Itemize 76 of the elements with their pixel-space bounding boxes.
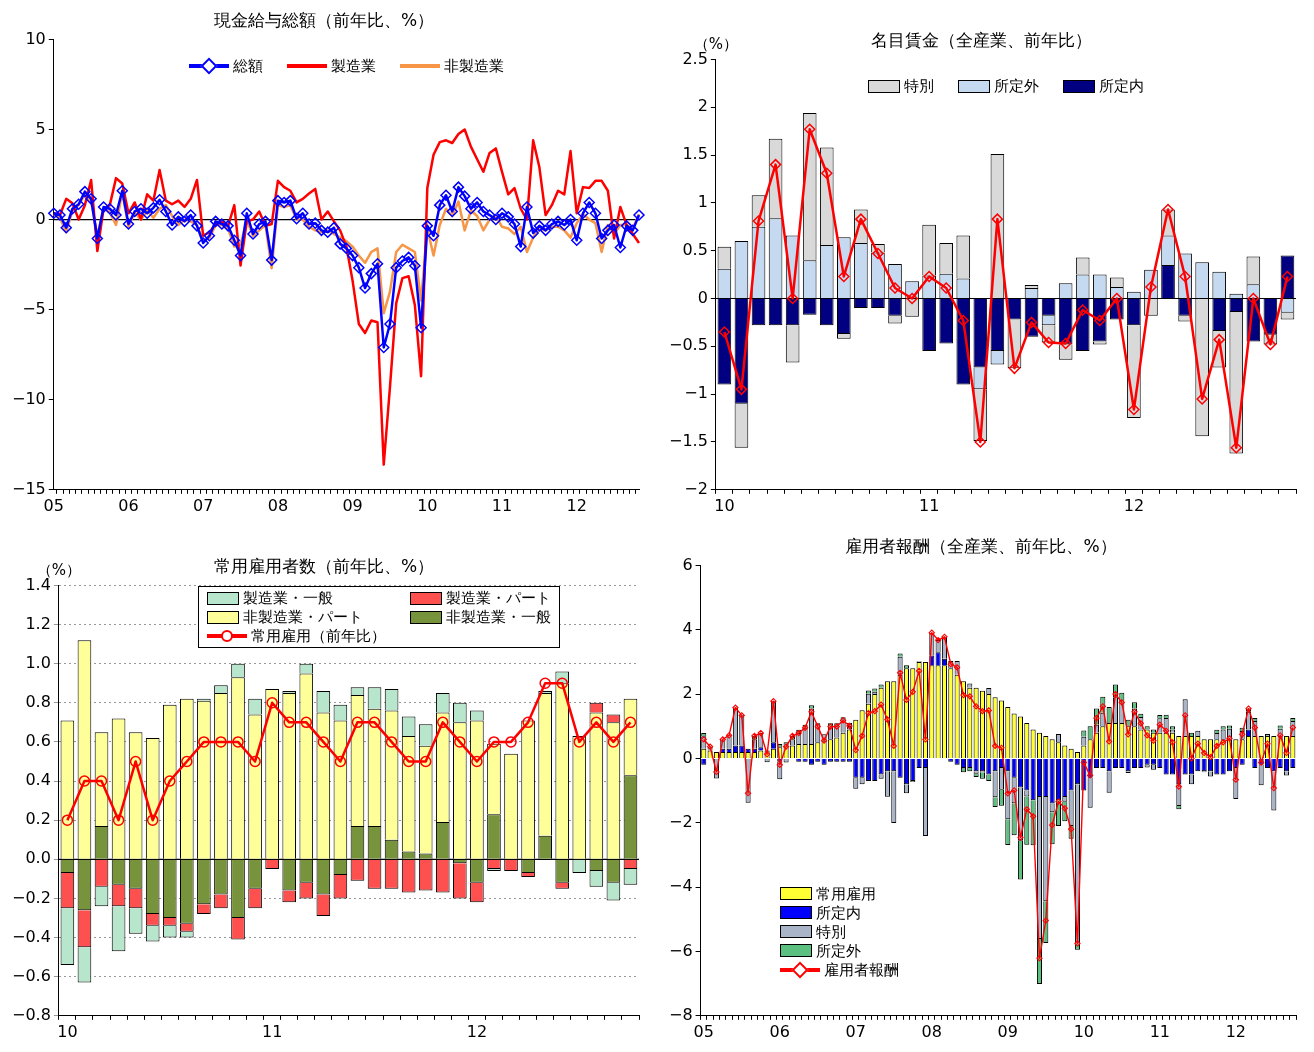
y-tick-label: −1 [684, 383, 708, 403]
legend-label: 常用雇用（前年比） [250, 627, 386, 646]
y-tick-label: 0 [697, 287, 708, 307]
x-tick-label: 08 [921, 1021, 942, 1041]
x-tick-label: 11 [491, 495, 513, 515]
chart-title: 名目賃金（全産業、前年比） [870, 29, 1092, 50]
y-tick-label: 0.8 [25, 691, 51, 711]
y-tick-label: −0.8 [11, 1004, 51, 1024]
legend-label: 所定内 [1098, 77, 1144, 96]
x-tick-label: 10 [714, 495, 735, 515]
legend-label: 所定外 [993, 77, 1039, 96]
x-tick-label: 10 [1073, 1021, 1094, 1041]
x-tick-label: 10 [417, 495, 438, 515]
y-tick-label: −6 [668, 940, 693, 960]
chart-title: 常用雇用者数（前年比、%） [213, 555, 435, 576]
y-tick-label: 1.0 [25, 652, 51, 672]
x-tick-label: 10 [57, 1021, 78, 1041]
x-tick-label: 12 [1123, 495, 1145, 515]
y-tick-label: −0.5 [668, 335, 708, 355]
y-tick-label: −0.6 [11, 965, 51, 985]
y-tick-label: −8 [668, 1004, 693, 1024]
y-tick-label: −1.5 [668, 431, 708, 451]
legend-label: 製造業 [330, 57, 376, 76]
y-tick-label: 0 [682, 747, 693, 767]
x-tick-label: 06 [118, 495, 139, 515]
x-tick-label: 06 [769, 1021, 790, 1041]
x-tick-label: 12 [466, 1021, 488, 1041]
y-tick-label: 10 [25, 28, 46, 48]
y-tick-label: −0.4 [11, 926, 51, 946]
legend-label: 所定内 [816, 903, 862, 922]
y-tick-label: 0.6 [25, 731, 51, 751]
y-tick-label: −2 [684, 478, 708, 498]
y-tick-label: 5 [35, 118, 46, 138]
chart-title: 雇用者報酬（全産業、前年比、%） [845, 535, 1117, 556]
y-tick-label: 1 [697, 192, 708, 212]
y-tick-label: −15 [12, 478, 46, 498]
x-tick-label: 09 [342, 495, 363, 515]
y-tick-label: 4 [682, 618, 693, 638]
x-tick-label: 07 [193, 495, 214, 515]
x-tick-label: 07 [845, 1021, 866, 1041]
y-tick-label: 2 [697, 96, 708, 116]
legend-label: 総額 [232, 57, 263, 76]
x-tick-label: 11 [261, 1021, 283, 1041]
x-tick-label: 12 [566, 495, 587, 515]
legend-label: 製造業・パート [445, 589, 551, 608]
legend-label: 非製造業・パート [242, 608, 363, 627]
x-tick-label: 08 [267, 495, 289, 515]
legend-label: 常用雇用 [816, 884, 877, 903]
y-tick-label: −4 [668, 876, 693, 896]
legend-label: 雇用者報酬 [824, 960, 900, 979]
chart-title: 現金給与総額（前年比、%） [213, 9, 435, 30]
y-tick-label: −2 [668, 811, 693, 831]
x-tick-label: 09 [997, 1021, 1018, 1041]
x-tick-label: 12 [1225, 1021, 1246, 1041]
y-tick-label: −0.2 [11, 887, 51, 907]
y-tick-label: −10 [12, 388, 46, 408]
y-tick-label: 1.2 [25, 613, 51, 633]
legend-label: 所定外 [816, 941, 862, 960]
y-tick-label: 6 [682, 554, 693, 574]
y-tick-label: 0.2 [25, 809, 51, 829]
y-tick-label: 0.0 [25, 848, 51, 868]
legend-label: 非製造業 [443, 57, 504, 76]
legend-label: 非製造業・一般 [445, 608, 551, 627]
y-tick-label: 0 [35, 208, 46, 228]
x-tick-label: 05 [693, 1021, 714, 1041]
legend-label: 特別 [816, 922, 847, 941]
x-tick-label: 11 [918, 495, 940, 515]
y-tick-label: −5 [22, 298, 46, 318]
x-tick-label: 05 [43, 495, 64, 515]
legend-label: 特別 [903, 77, 934, 96]
y-tick-label: 1.5 [682, 144, 708, 164]
y-tick-label: 2 [682, 683, 693, 703]
x-tick-label: 11 [1149, 1021, 1170, 1041]
y-tick-label: 0.4 [25, 770, 51, 790]
y-tick-label: 0.5 [682, 239, 708, 259]
legend-label: 製造業・一般 [242, 589, 333, 608]
